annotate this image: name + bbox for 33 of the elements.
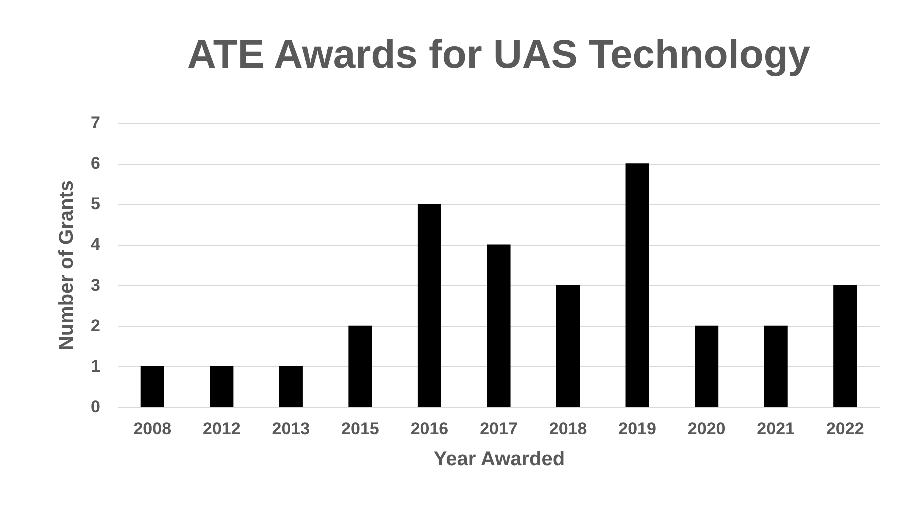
x-tick-label: 2017 [480,420,518,438]
bar [764,326,788,407]
bar [834,285,858,407]
x-tick-label: 2019 [618,420,656,438]
bar [487,244,511,407]
x-tick-label: 2012 [202,420,241,438]
y-tick-label: 6 [91,154,100,174]
x-tick-label: 2016 [410,420,449,438]
x-tick-label: 2020 [688,420,726,438]
bar [418,204,442,407]
x-tick-label: 2022 [826,420,864,438]
bar [210,366,234,407]
x-tick-label: 2021 [757,420,796,438]
bar [348,326,372,407]
y-tick-label: 0 [91,398,100,416]
y-tick-label: 4 [91,235,102,254]
y-tick-label: 7 [91,114,100,132]
y-tick-label: 3 [91,276,100,295]
y-axis-title: Number of Grants [56,180,78,351]
bar [695,326,719,407]
x-tick-label: 2018 [549,420,588,438]
bar [556,285,580,407]
x-tick-label: 2015 [342,420,380,438]
bar [626,164,650,407]
y-tick-label: 1 [91,356,100,376]
bar [279,366,303,407]
y-tick-label: 2 [91,316,100,336]
x-axis-title: Year Awarded [434,448,566,470]
x-tick-label: 2008 [134,420,172,438]
chart-title: ATE Awards for UAS Technology [187,33,812,77]
x-tick-label: 2013 [272,420,310,438]
y-tick-label: 5 [91,194,100,214]
bar [140,366,164,407]
